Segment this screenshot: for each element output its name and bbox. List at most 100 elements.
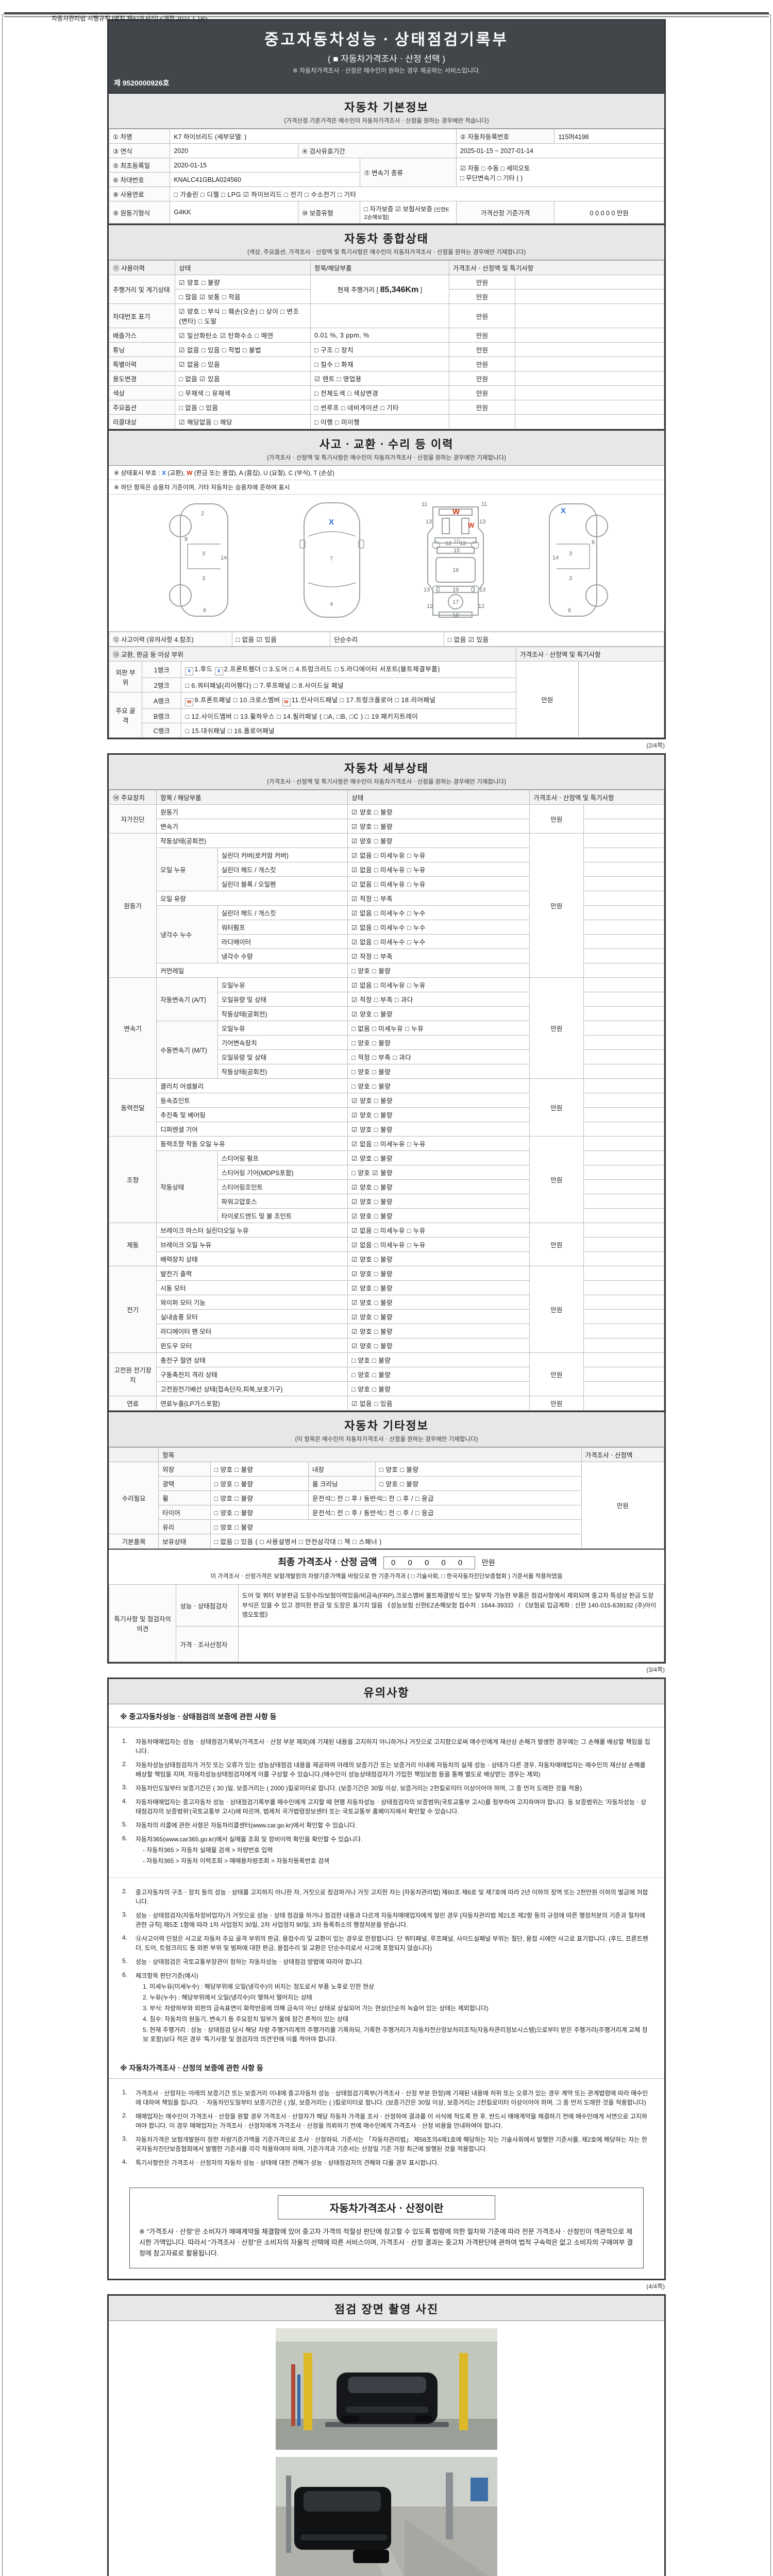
state-checkboxes[interactable]: ☑ 일산화탄소 ☑ 탄화수소 □ 매연 <box>175 328 311 343</box>
mileage-state-checkboxes[interactable]: ☑ 양호 □ 불량 <box>175 275 311 290</box>
transmission-line1: ☑ 자동 □ 수동 □ 세미오토 <box>460 164 530 172</box>
holding-checkboxes[interactable]: □ 없음 □ 있음 ( □ 사용설명서 □ 안전삼각대 □ 잭 □ 스패너 ) <box>210 1534 582 1549</box>
device-state-checkboxes[interactable]: □ 양호 □ 불량 <box>347 1367 530 1382</box>
table-row: 기어변속장치 □ 양호 □ 불량 <box>109 1035 665 1050</box>
item-checkboxes[interactable]: □ 이행 □ 미이행 <box>310 414 449 429</box>
item-checkboxes[interactable]: □ 침수 □ 화재 <box>310 357 449 371</box>
state-checkboxes[interactable]: ☑ 양호 □ 부식 □ 훼손(오손) □ 상이 □ 변조(변타) □ 도말 <box>175 303 311 328</box>
device-state-checkboxes[interactable]: □ 양호 ☑ 불량 <box>347 1165 530 1180</box>
rank-item-checkboxes[interactable]: w 9.프론트패널 □ 10.크로스멤버 w 11.인사이드패널 □ 17.트렁크플… <box>181 692 517 709</box>
device-state-checkboxes[interactable]: ☑ 양호 □ 불량 <box>347 819 530 834</box>
device-state-checkboxes[interactable]: □ 양호 □ 불량 <box>347 1078 530 1093</box>
device-state-checkboxes[interactable]: □ 적정 □ 부족 □ 과다 <box>347 1049 530 1064</box>
transmission-checkboxes[interactable]: ☑ 자동 □ 수동 □ 세미오토 □ 무단변속기 □ 기타 ( ) <box>456 158 665 187</box>
fuel-checkboxes[interactable]: □ 가솔린 □ 디젤 □ LPG ☑ 하이브리드 □ 전기 □ 수소전기 □ 기… <box>170 187 664 201</box>
device-state-checkboxes[interactable]: ☑ 양호 □ 불량 <box>347 1006 530 1021</box>
table-row: 배출가스 ☑ 일산화탄소 ☑ 탄화수소 □ 매연 0.01 %, 3 ppm, % 만… <box>108 328 664 343</box>
device-state-checkboxes[interactable]: ☑ 양호 □ 불량 <box>347 1194 530 1209</box>
device-state-checkboxes[interactable]: ☑ 없음 □ 미세누유 □ 누유 <box>347 1223 530 1238</box>
simple-repair-checkboxes[interactable]: □ 없음 ☑ 있음 <box>443 632 665 647</box>
device-state-checkboxes[interactable]: ☑ 양호 □ 불량 <box>347 804 530 819</box>
price-cell: 만원 <box>529 804 584 834</box>
rank-item-checkboxes[interactable]: □ 15.대쉬패널 □ 16.플로어패널 <box>181 723 517 738</box>
device-state-checkboxes[interactable]: □ 양호 □ 불량 <box>347 1352 530 1367</box>
device-state-checkboxes[interactable]: ☑ 없음 □ 미세누유 □ 누유 <box>347 862 530 877</box>
notice-item: 4. 자동차매매업자는 중고자동차 성능ㆍ상태점검기록부를 매수인에게 고지할 때… <box>122 1798 651 1816</box>
mileage-amount-checkboxes[interactable]: □ 많음 ☑ 보통 □ 적음 <box>175 289 311 304</box>
device-state-checkboxes[interactable]: ☑ 없음 □ 미세누수 □ 누수 <box>347 920 530 935</box>
device-item-label: 와이퍼 모터 기능 <box>156 1295 348 1310</box>
device-state-checkboxes[interactable]: □ 없음 □ 미세누유 □ 누유 <box>347 1021 530 1036</box>
wheel-checkboxes[interactable]: □ 양호 □ 불량 <box>210 1490 309 1505</box>
item-checkboxes[interactable]: □ 구조 □ 장치 <box>310 342 449 357</box>
device-state-checkboxes[interactable]: ☑ 양호 □ 불량 <box>347 1150 530 1165</box>
rank-item-checkboxes[interactable]: □ 6.쿼터패널(리어휀다) □ 7.루프패널 □ 8.사이드실 패널 <box>181 677 517 692</box>
wheel-position-checkboxes[interactable]: 운전석□ 전 □ 후 / 동반석□ 전 □ 후 / □ 응급 <box>308 1490 582 1505</box>
state-checkboxes[interactable]: □ 무채색 □ 유채색 <box>175 385 311 400</box>
glass-checkboxes[interactable]: □ 양호 □ 불량 <box>210 1519 582 1534</box>
device-state-checkboxes[interactable]: ☑ 양호 □ 불량 <box>347 1338 530 1353</box>
device-state-checkboxes[interactable]: ☑ 양호 □ 불량 <box>347 1280 530 1295</box>
device-state-checkboxes[interactable]: ☑ 없음 □ 미세누수 □ 누수 <box>347 934 530 949</box>
device-state-checkboxes[interactable]: ☑ 양호 □ 불량 <box>347 1324 530 1338</box>
device-state-checkboxes[interactable]: ☑ 적정 □ 부족 <box>347 948 530 963</box>
exterior-checkboxes[interactable]: □ 양호 □ 불량 <box>210 1462 309 1477</box>
device-state-checkboxes[interactable]: ☑ 양호 □ 불량 <box>347 1208 530 1223</box>
roomcleaning-checkboxes[interactable]: □ 양호 □ 불량 <box>375 1476 582 1491</box>
pricing-info-box: 자동차가격조사ㆍ산정이란 ※ "가격조사ㆍ산정"은 소비자가 매매계약을 체결함… <box>129 2188 644 2269</box>
device-state-checkboxes[interactable]: □ 양호 □ 불량 <box>347 1381 530 1396</box>
svg-text:12: 12 <box>478 603 484 609</box>
device-state-checkboxes[interactable]: □ 양호 □ 불량 <box>347 1035 530 1050</box>
device-state-checkboxes[interactable]: ☑ 양호 □ 불량 <box>347 1122 530 1137</box>
device-state-checkboxes[interactable]: ☑ 없음 □ 미세누유 □ 누유 <box>347 876 530 891</box>
warranty-type-checkboxes[interactable]: □ 자가보증 ☑ 보험사보증 [신한EZ손해보험] <box>360 201 457 224</box>
device-state-checkboxes[interactable]: ☑ 양호 □ 불량 <box>347 1093 530 1108</box>
device-state-checkboxes[interactable]: ☑ 없음 □ 있음 <box>347 1396 530 1411</box>
state-checkboxes[interactable]: ☑ 없음 □ 있음 <box>175 357 311 371</box>
state-checkboxes[interactable]: ☑ 없음 □ 있음 □ 적법 □ 불법 <box>175 342 311 357</box>
col-detail-price: 가격조사ㆍ산정액 및 특기사항 <box>529 790 664 805</box>
device-state-checkboxes[interactable]: □ 양호 □ 불량 <box>347 963 530 978</box>
panel-group-label: 주요 골격 <box>108 692 143 738</box>
device-item-label: 스티어링 펌프 <box>217 1150 348 1165</box>
state-checkboxes[interactable]: □ 없음 □ 있음 <box>175 400 311 415</box>
device-state-checkboxes[interactable]: ☑ 없음 □ 미세누수 □ 누수 <box>347 905 530 920</box>
notice-item-text: 중고자동차의 구조ㆍ장치 등의 성능ㆍ상태를 고지하지 아니한 자, 거짓으로 … <box>136 1889 648 1905</box>
tire-position-checkboxes[interactable]: 운전석□ 전 □ 후 / 동반석□ 전 □ 후 / □ 응급 <box>308 1505 582 1520</box>
device-state-checkboxes[interactable]: ☑ 양호 □ 불량 <box>347 1266 530 1281</box>
svg-text:6: 6 <box>203 607 206 614</box>
device-state-checkboxes[interactable]: ☑ 양호 □ 불량 <box>347 833 530 848</box>
state-checkboxes[interactable]: ☑ 해당없음 □ 해당 <box>175 414 311 429</box>
table-row: 주요 골격 A랭크 w 9.프론트패널 □ 10.크로스멤버 w 11.인사이드패널 □… <box>108 692 664 738</box>
notice-item-text: 자동차의 리콜에 관한 사항은 자동차리콜센터(www.car.go.kr)에서… <box>136 1822 357 1829</box>
item-checkboxes[interactable]: □ 전체도색 □ 색상변경 <box>310 385 449 400</box>
device-state-checkboxes[interactable]: ☑ 없음 □ 미세누유 □ 누유 <box>347 977 530 992</box>
note-cell <box>515 303 664 328</box>
accident-history-checkboxes[interactable]: □ 없음 ☑ 있음 <box>231 632 331 647</box>
interior-checkboxes[interactable]: □ 양호 □ 불량 <box>375 1462 582 1477</box>
device-state-checkboxes[interactable]: ☑ 양호 □ 불량 <box>347 1179 530 1194</box>
device-state-checkboxes[interactable]: ☑ 없음 □ 미세누유 □ 누유 <box>347 1237 530 1252</box>
device-state-checkboxes[interactable]: ☑ 적정 □ 부족 □ 과다 <box>347 992 530 1007</box>
notice-item: 3. 성능ㆍ상태점검자(자동차정비업자)가 거짓으로 성능ㆍ상태 점검을 하거나 … <box>122 1911 651 1929</box>
item-checkboxes[interactable]: □ 썬루프 □ 네비게이션 □ 기타 <box>310 400 449 415</box>
device-state-checkboxes[interactable]: ☑ 없음 □ 미세누유 □ 누유 <box>347 1136 530 1151</box>
device-state-checkboxes[interactable]: ☑ 양호 □ 불량 <box>347 1107 530 1122</box>
device-state-checkboxes[interactable]: ☑ 적정 □ 부족 <box>347 891 530 906</box>
rank-item-checkboxes[interactable]: □ 12.사이드멤버 □ 13.휠하우스 □ 14.필러패널 ( □A, □B,… <box>181 708 517 723</box>
table-row: 특기사항 및 점검자의 의견 성능ㆍ상태점검자 도어 및 쿼터 부분판금 도장수… <box>108 1584 665 1662</box>
polish-checkboxes[interactable]: □ 양호 □ 불량 <box>210 1476 309 1491</box>
rank-item-checkboxes[interactable]: x 1.후드 x 2.프론트휀더 □ 3.도어 □ 4.트렁크리드 □ 5.라디에이… <box>181 661 517 678</box>
device-state-checkboxes[interactable]: ☑ 없음 □ 미세누유 □ 누유 <box>347 848 530 862</box>
device-state-checkboxes[interactable]: □ 양호 □ 불량 <box>347 1064 530 1079</box>
device-state-checkboxes[interactable]: ☑ 양호 □ 불량 <box>347 1251 530 1266</box>
device-state-checkboxes[interactable]: ☑ 양호 □ 불량 <box>347 1295 530 1310</box>
item-checkboxes[interactable]: ☑ 렌트 □ 영업용 <box>310 371 449 386</box>
table-row: 워터펌프 ☑ 없음 □ 미세누수 □ 누수 <box>109 920 665 935</box>
device-group-label: 고전원 전기장치 <box>108 1352 157 1396</box>
device-state-checkboxes[interactable]: ☑ 양호 □ 불량 <box>347 1309 530 1324</box>
document-number: 제 9520000926호 <box>114 79 170 87</box>
tire-checkboxes[interactable]: □ 양호 □ 불량 <box>210 1505 309 1520</box>
state-checkboxes[interactable]: □ 없음 ☑ 있음 <box>175 371 311 386</box>
table-row: 냉각수 수량 ☑ 적정 □ 부족 <box>109 948 665 963</box>
